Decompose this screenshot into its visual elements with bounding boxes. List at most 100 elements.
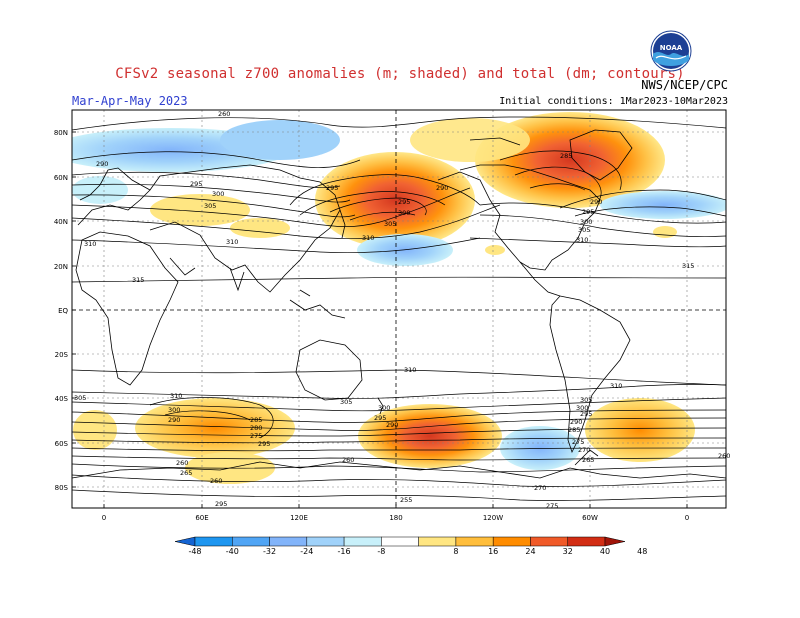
- contour-label: 295: [582, 208, 594, 216]
- colorbar-label: -8: [377, 547, 385, 556]
- lat-label-60n: 60N: [54, 174, 68, 182]
- agency-label: NWS/NCEP/CPC: [641, 78, 728, 92]
- contour-label: 310: [404, 366, 416, 374]
- colorbar-label: -24: [300, 547, 313, 556]
- contour-label: 290: [386, 421, 398, 429]
- season-label: Mar-Apr-May 2023: [72, 94, 188, 108]
- colorbar-label: -48: [188, 547, 201, 556]
- colorbar-label: -32: [263, 547, 276, 556]
- logo-text: NOAA: [660, 44, 683, 52]
- lon-label-60e: 60E: [195, 514, 208, 522]
- contour-label: 260: [176, 459, 188, 467]
- map-ticks: [72, 131, 688, 508]
- lat-label-40n: 40N: [54, 218, 68, 226]
- contour-labels: 260 290 295 300 305 310 310 315 295 295 …: [74, 110, 730, 510]
- height-contours: [72, 116, 726, 501]
- contour-label: 265: [582, 456, 594, 464]
- contour-label: 300: [378, 404, 390, 412]
- contour-label: 260: [342, 456, 354, 464]
- contour-label: 295: [258, 440, 270, 448]
- contour-label: 295: [326, 184, 338, 192]
- colorbar-label: 48: [637, 547, 647, 556]
- colorbar-swatch: [269, 536, 308, 547]
- map-frame: [71, 109, 727, 509]
- contour-label: 310: [362, 234, 374, 242]
- contour-label: 270: [534, 484, 546, 492]
- lat-label-80s: 80S: [55, 484, 69, 492]
- contour-label: 310: [610, 382, 622, 390]
- colorbar: -48 -40 -32 -24 -16 -8 8 16 24 32 40 48: [174, 536, 647, 556]
- contour-label: 305: [204, 202, 216, 210]
- colorbar-swatch: [418, 536, 457, 547]
- contour-label: 305: [578, 226, 590, 234]
- lon-label-180: 180: [389, 514, 402, 522]
- lat-label-40s: 40S: [55, 395, 69, 403]
- contour-label: 290: [570, 418, 582, 426]
- contour-label: 260: [210, 477, 222, 485]
- colorbar-label: 32: [563, 547, 573, 556]
- contour-label: 275: [572, 438, 584, 446]
- colorbar-arrow-high: [604, 536, 626, 547]
- contour-label: 300: [398, 209, 410, 217]
- contour-label: 265: [180, 469, 192, 477]
- contour-label: 310: [170, 392, 182, 400]
- lon-label-0: 0: [102, 514, 106, 522]
- contour-label: 315: [682, 262, 694, 270]
- contour-label: 285: [568, 426, 580, 434]
- contour-label: 300: [212, 190, 224, 198]
- contour-label: 275: [250, 432, 262, 440]
- lon-label-120e: 120E: [290, 514, 308, 522]
- lon-labels: 0 60E 120E 180 120W 60W 0: [102, 514, 689, 522]
- contour-label: 275: [546, 502, 558, 510]
- colorbar-swatch: [381, 536, 419, 547]
- contour-label: 305: [384, 220, 396, 228]
- lat-label-20s: 20S: [55, 351, 69, 359]
- contour-label: 270: [578, 446, 590, 454]
- contour-label: 315: [132, 276, 144, 284]
- contour-label: 260: [218, 110, 230, 118]
- contour-label: 290: [168, 416, 180, 424]
- colorbar-swatch: [232, 536, 270, 547]
- contour-label: 255: [400, 496, 412, 504]
- colorbar-swatch: [455, 536, 494, 547]
- contour-label: 290: [436, 184, 448, 192]
- contour-label: 310: [226, 238, 238, 246]
- contour-label: 290: [96, 160, 108, 168]
- contour-label: 290: [590, 198, 602, 206]
- colorbar-swatch: [492, 536, 531, 547]
- contour-label: 280: [250, 424, 262, 432]
- colorbar-label: 16: [488, 547, 498, 556]
- lon-label-60w: 60W: [582, 514, 598, 522]
- contour-label: 295: [190, 180, 202, 188]
- contour-label: 285: [560, 152, 572, 160]
- noaa-logo: NOAA: [650, 30, 692, 72]
- lon-label-120w: 120W: [483, 514, 503, 522]
- colorbar-label: 24: [525, 547, 535, 556]
- contour-label: 300: [580, 218, 592, 226]
- lat-label-60s: 60S: [55, 440, 69, 448]
- colorbar-label: 40: [600, 547, 610, 556]
- colorbar-swatch: [194, 536, 233, 547]
- contour-label: 310: [84, 240, 96, 248]
- lat-labels: 80N 60N 40N 20N EQ 20S 40S 60S 80S: [54, 129, 69, 492]
- contour-label: 305: [340, 398, 352, 406]
- colorbar-swatch: [567, 536, 606, 547]
- contour-label: 295: [580, 410, 592, 418]
- contour-label: 300: [576, 404, 588, 412]
- lat-label-80n: 80N: [54, 129, 68, 137]
- colorbar-label: 8: [453, 547, 458, 556]
- contour-label: 305: [74, 394, 86, 402]
- initial-conditions: Initial conditions: 1Mar2023-10Mar2023: [499, 96, 728, 107]
- contour-label: 285: [250, 416, 262, 424]
- contour-label: 305: [580, 396, 592, 404]
- contour-label: 310: [576, 236, 588, 244]
- colorbar-label: -40: [226, 547, 239, 556]
- colorbar-swatch: [530, 536, 568, 547]
- colorbar-arrow-low: [174, 536, 196, 547]
- colorbar-label: -16: [338, 547, 351, 556]
- coastlines: [72, 129, 726, 479]
- chart-title: CFSv2 seasonal z700 anomalies (m; shaded…: [115, 66, 685, 82]
- colorbar-swatch: [306, 536, 345, 547]
- contour-label: 295: [215, 500, 227, 508]
